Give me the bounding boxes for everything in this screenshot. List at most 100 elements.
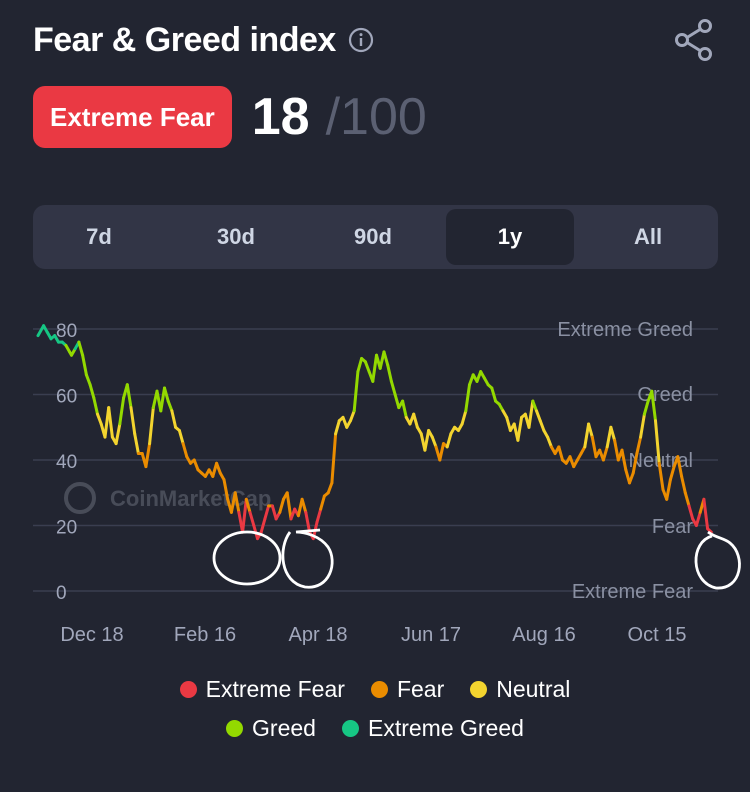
line-segment xyxy=(163,386,170,403)
x-tick-label: Feb 16 xyxy=(174,624,236,646)
tab-all[interactable]: All xyxy=(633,224,663,249)
line-segment xyxy=(263,504,271,521)
line-segment xyxy=(393,393,401,410)
line-segment xyxy=(639,412,646,439)
legend: Extreme Fear Fear Neutral Greed Extreme … xyxy=(0,676,750,754)
line-segment xyxy=(546,435,553,449)
line-segment xyxy=(490,386,498,403)
line-segment xyxy=(628,471,635,485)
line-segment xyxy=(92,396,99,416)
line-segment xyxy=(386,363,393,383)
line-segment xyxy=(36,324,46,338)
legend-item-fear: Fear xyxy=(370,676,445,703)
x-tick-label: Oct 15 xyxy=(628,624,687,646)
status-badge: Extreme Fear xyxy=(33,86,232,148)
line-segment xyxy=(683,491,691,508)
line-segment xyxy=(148,406,155,446)
line-segment xyxy=(464,383,471,413)
legend-dot xyxy=(226,720,244,737)
header: Fear & Greed index xyxy=(33,18,720,62)
line-segment xyxy=(654,419,661,465)
line-segment xyxy=(687,504,695,521)
tab-90d[interactable]: 90d xyxy=(354,224,392,249)
tab-7d[interactable]: 7d xyxy=(86,224,112,249)
line-segment xyxy=(170,409,178,429)
line-segment xyxy=(445,432,453,449)
line-segment xyxy=(319,494,326,511)
line-segment xyxy=(613,438,620,462)
line-segment xyxy=(278,497,285,514)
line-segment xyxy=(590,435,598,459)
line-segment xyxy=(535,409,542,423)
line-segment xyxy=(144,442,152,469)
line-segment xyxy=(601,445,609,462)
line-segment xyxy=(215,461,222,475)
hand-drawn-circle-annotation xyxy=(281,528,334,589)
line-segment xyxy=(244,497,252,514)
hand-drawn-circle-annotation xyxy=(212,530,282,586)
legend-label: Extreme Fear xyxy=(205,676,345,702)
legend-dot xyxy=(370,681,388,698)
line-segment xyxy=(401,399,408,419)
line-segment xyxy=(620,448,628,472)
line-segment xyxy=(676,455,684,478)
line-segment xyxy=(642,399,650,416)
share-icon[interactable] xyxy=(672,18,716,62)
line-segment xyxy=(412,412,419,429)
line-segment xyxy=(657,461,665,491)
line-segment xyxy=(531,399,538,413)
line-segment xyxy=(248,510,256,527)
line-segment xyxy=(527,399,535,429)
line-segment xyxy=(680,474,687,495)
hand-drawn-circle-annotation xyxy=(694,530,741,590)
line-segment xyxy=(181,442,189,459)
tab-1y[interactable]: 1y xyxy=(446,209,574,265)
line-segment xyxy=(81,353,88,377)
legend-label: Fear xyxy=(396,676,445,702)
line-segment xyxy=(538,419,546,432)
status-row: Extreme Fear 18 /100 xyxy=(33,86,427,148)
line-segment xyxy=(587,422,594,439)
line-segment xyxy=(315,507,323,524)
score-max: /100 xyxy=(325,88,427,146)
zone-label: Greed xyxy=(637,384,693,406)
score-value: 18 xyxy=(251,88,310,146)
zone-label: Neutral xyxy=(629,450,693,472)
line-segment xyxy=(352,370,360,413)
line-segment xyxy=(668,465,676,482)
coinmarketcap-logo-icon xyxy=(64,482,96,514)
line-segment xyxy=(516,415,524,442)
y-tick-label: 60 xyxy=(56,387,77,408)
tab-30d[interactable]: 30d xyxy=(217,224,255,249)
line-segment xyxy=(177,429,185,446)
y-tick-label: 80 xyxy=(56,321,77,342)
legend-item-neutral: Neutral xyxy=(470,676,570,703)
line-segment xyxy=(270,504,278,521)
watermark: CoinMarketCap xyxy=(64,482,271,514)
line-segment xyxy=(129,406,137,436)
line-segment xyxy=(118,396,126,426)
line-segment xyxy=(114,422,122,446)
line-segment xyxy=(363,360,371,374)
legend-label: Extreme Greed xyxy=(367,715,524,741)
legend-dot xyxy=(341,720,359,737)
line-segment xyxy=(259,517,267,534)
line-segment xyxy=(583,422,591,449)
line-segment xyxy=(349,409,356,423)
line-segment xyxy=(77,340,85,357)
legend-item-extreme-greed: Extreme Greed xyxy=(341,715,524,742)
line-segment xyxy=(166,399,174,413)
line-segment xyxy=(107,406,114,439)
line-segment xyxy=(635,435,643,455)
x-tick-label: Jun 17 xyxy=(401,624,461,646)
zone-label: Fear xyxy=(652,516,693,538)
line-segment xyxy=(423,429,431,452)
x-tick-label: Dec 18 xyxy=(60,624,123,646)
info-icon[interactable] xyxy=(348,27,374,53)
y-tick-label: 20 xyxy=(56,518,77,539)
legend-dot xyxy=(470,681,488,698)
line-segment xyxy=(285,491,293,521)
line-segment xyxy=(300,497,308,514)
x-tick-label: Aug 16 xyxy=(512,624,575,646)
y-tick-label: 0 xyxy=(56,583,67,604)
